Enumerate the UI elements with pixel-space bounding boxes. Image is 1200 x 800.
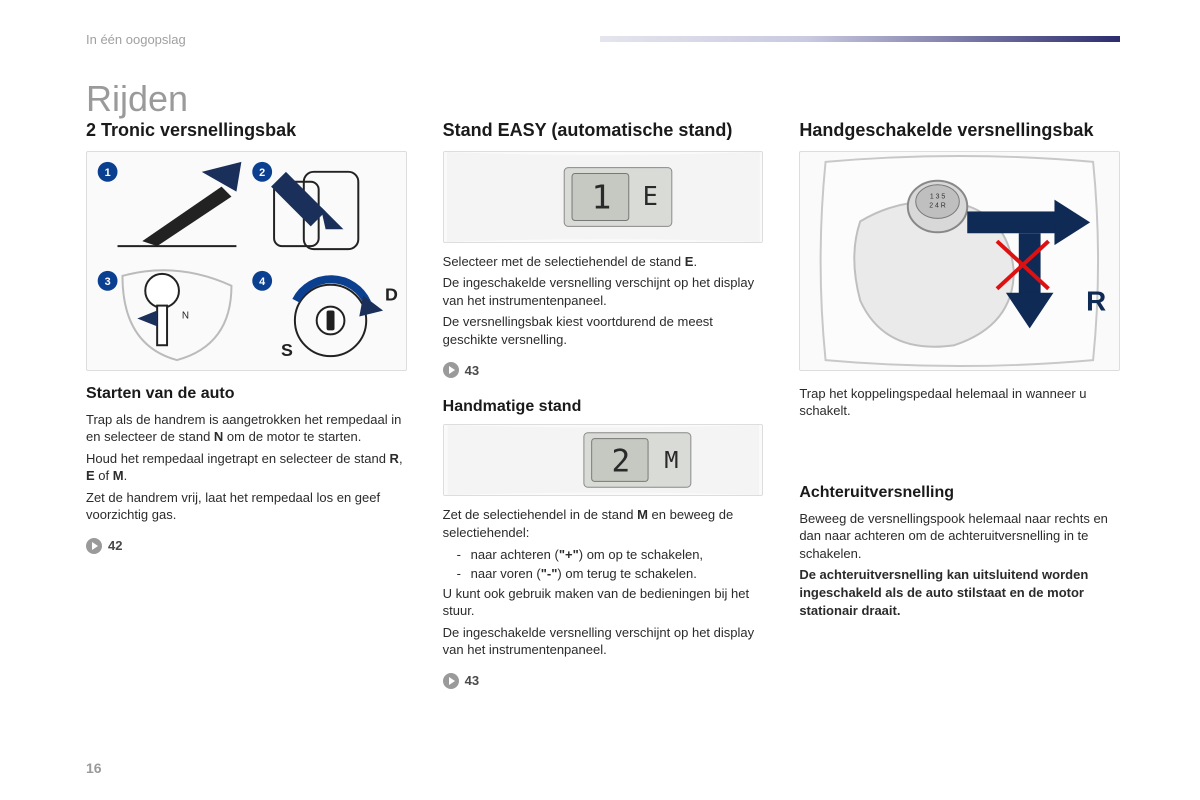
bold-n: N: [214, 429, 223, 444]
text: of: [95, 468, 113, 483]
page-ref-number: 43: [465, 673, 479, 688]
svg-text:2 4 R: 2 4 R: [930, 202, 947, 209]
bold-r: R: [390, 451, 399, 466]
display-letter-m: M: [664, 446, 678, 474]
dial-s-label: S: [281, 340, 293, 360]
page-ref-number: 43: [465, 363, 479, 378]
col3-p3: De achteruitversnelling kan uitsluitend …: [799, 566, 1120, 619]
content-columns: 2 Tronic versnellingsbak 1 2 3 N: [86, 120, 1120, 695]
bold-m: M: [637, 507, 648, 522]
col3-p2: Beweeg de versnellingspook helemaal naar…: [799, 510, 1120, 563]
svg-text:1 3 5: 1 3 5: [930, 193, 946, 200]
text: Houd het rempedaal ingetrapt en selectee…: [86, 451, 390, 466]
col2-sub-manual: Handmatige stand: [443, 398, 764, 416]
col2-heading: Stand EASY (automatische stand): [443, 120, 764, 141]
display-digit-1: 1: [591, 177, 611, 216]
reverse-r-label: R: [1086, 285, 1106, 316]
gear-n-label: N: [182, 310, 189, 321]
col2-p6: De ingeschakelde versnelling verschijnt …: [443, 624, 764, 659]
dial-d-label: D: [385, 284, 398, 304]
header-accent-bar: [600, 36, 1120, 42]
text: naar achteren (: [471, 547, 559, 562]
col1-sub-starting: Starten van de auto: [86, 385, 407, 403]
page-ref-43a: 43: [443, 362, 764, 378]
bold-e: E: [86, 468, 95, 483]
col2-p2: De ingeschakelde versnelling verschijnt …: [443, 274, 764, 309]
col2-p5: U kunt ook gebruik maken van de bedienin…: [443, 585, 764, 620]
column-3: Handgeschakelde versnellingsbak 1 3 5 2 …: [799, 120, 1120, 695]
page-ref-icon: [443, 673, 459, 689]
page-ref-icon: [443, 362, 459, 378]
bold-warning: De achteruitversnelling kan uitsluitend …: [799, 567, 1088, 617]
bold-m: M: [113, 468, 124, 483]
col3-sub-reverse: Achteruitversnelling: [799, 484, 1120, 502]
badge-3: 3: [105, 275, 111, 287]
badge-4: 4: [259, 275, 265, 287]
illus-manual-gearbox: 1 3 5 2 4 R R: [799, 151, 1120, 371]
col2-p1: Selecteer met de selectiehendel de stand…: [443, 253, 764, 271]
illus-display-2m: 2 M: [443, 424, 764, 496]
page-ref-43b: 43: [443, 673, 764, 689]
text: om de motor te starten.: [223, 429, 361, 444]
text: ,: [399, 451, 403, 466]
text: .: [693, 254, 697, 269]
badge-2: 2: [259, 166, 265, 178]
display-letter-e: E: [642, 181, 657, 211]
col2-p4: Zet de selectiehendel in de stand M en b…: [443, 506, 764, 541]
page-number: 16: [86, 760, 102, 776]
bold-plus: "+": [559, 547, 579, 562]
text: ) om terug te schakelen.: [557, 566, 696, 581]
col1-p3: Zet de handrem vrij, laat het rempedaal …: [86, 489, 407, 524]
col1-p2: Houd het rempedaal ingetrapt en selectee…: [86, 450, 407, 485]
col2-list: naar achteren ("+") om op te schakelen, …: [443, 546, 764, 585]
illus-2tronic-steps: 1 2 3 N 4: [86, 151, 407, 371]
col2-p3: De versnellingsbak kiest voortdurend de …: [443, 313, 764, 348]
page-ref-icon: [86, 538, 102, 554]
bold-minus: "-": [541, 566, 558, 581]
page-ref-42: 42: [86, 538, 407, 554]
column-1: 2 Tronic versnellingsbak 1 2 3 N: [86, 120, 407, 695]
col1-heading: 2 Tronic versnellingsbak: [86, 120, 407, 141]
display-digit-2: 2: [611, 444, 630, 480]
text: Zet de selectiehendel in de stand: [443, 507, 637, 522]
text: ) om op te schakelen,: [579, 547, 703, 562]
list-item: naar voren ("-") om terug te schakelen.: [457, 565, 764, 583]
list-item: naar achteren ("+") om op te schakelen,: [457, 546, 764, 564]
col3-p1: Trap het koppelingspedaal helemaal in wa…: [799, 385, 1120, 420]
illus-display-1e: 1 E: [443, 151, 764, 243]
text: .: [124, 468, 128, 483]
text: naar voren (: [471, 566, 541, 581]
badge-1: 1: [105, 166, 111, 178]
page-title: Rijden: [86, 78, 188, 120]
col3-heading: Handgeschakelde versnellingsbak: [799, 120, 1120, 141]
text: Selecteer met de selectiehendel de stand: [443, 254, 685, 269]
breadcrumb: In één oogopslag: [86, 32, 186, 47]
column-2: Stand EASY (automatische stand) 1 E Sele…: [443, 120, 764, 695]
col1-p1: Trap als de handrem is aangetrokken het …: [86, 411, 407, 446]
page-ref-number: 42: [108, 538, 122, 553]
